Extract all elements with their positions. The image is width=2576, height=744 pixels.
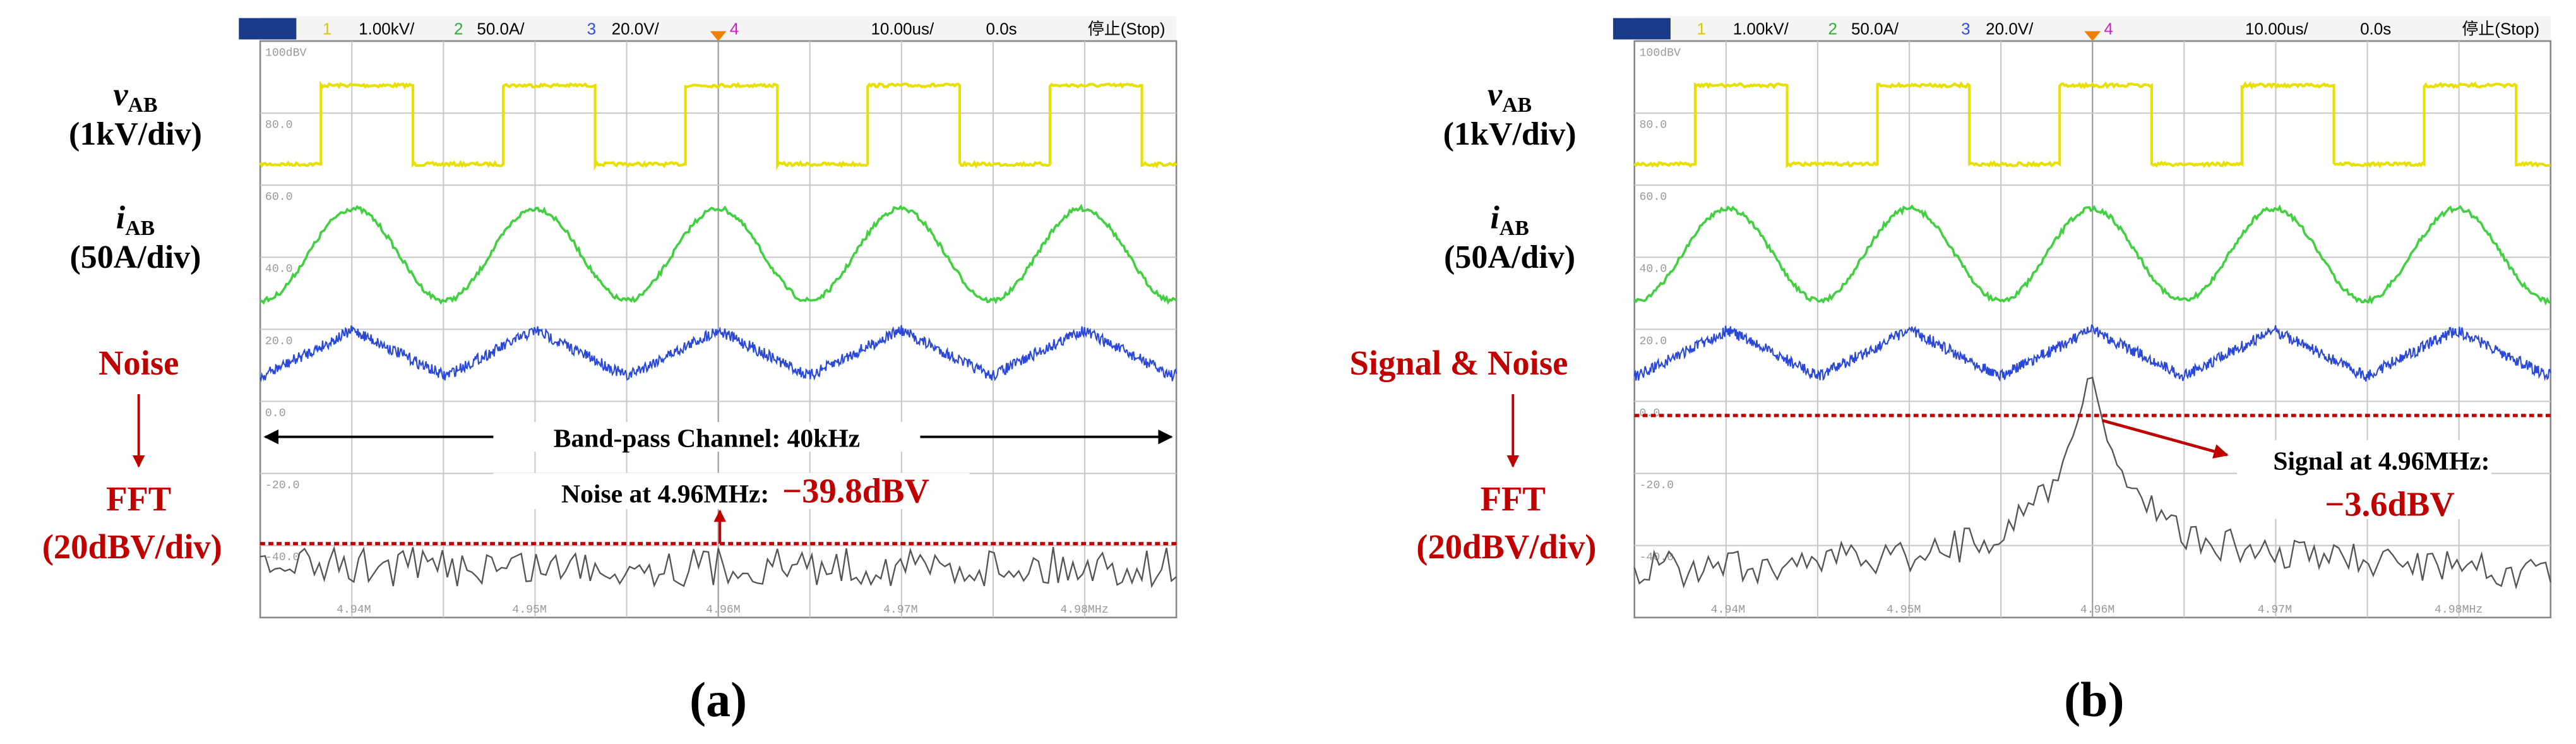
freq-label: 4.97M [883, 604, 918, 616]
status-ch4: 4 [2104, 20, 2113, 39]
status-delay: 0.0s [986, 20, 1017, 39]
measure-bg [2237, 440, 2492, 519]
freq-label: 4.94M [1711, 604, 1746, 616]
grid-label: 40.0 [265, 263, 293, 276]
freq-label: 4.96M [2080, 604, 2115, 616]
measure-bg [493, 472, 970, 510]
status-ch1-scale: 1.00kV/ [359, 20, 415, 39]
grid-label: -40.0 [265, 551, 300, 564]
channel-scale: (1kV/div) [69, 116, 202, 152]
measure-value: −39.8dBV [782, 472, 929, 510]
band-label: Band-pass Channel: 40kHz [554, 423, 860, 452]
freq-label: 4.98MHz [1060, 604, 1108, 616]
channel-scale: (50A/div) [69, 239, 201, 275]
subscript: AB [128, 93, 158, 117]
status-ch1: 1 [323, 20, 331, 39]
scope-panel: 1 1.00kV/2 50.0A/3 20.0V/4 10.00us/0.0s 停止(St… [1350, 16, 2552, 727]
caption: (a) [689, 672, 747, 727]
grid-label: 80.0 [265, 119, 293, 132]
grid-label: 100dBV [265, 47, 307, 59]
grid-label: 80.0 [1639, 119, 1667, 132]
waveform-vab [259, 81, 1178, 171]
grid-label: 20.0 [265, 335, 293, 348]
status-ch2: 2 [1828, 20, 1837, 39]
channel-symbol: vAB [1488, 76, 1532, 116]
symbol: i [116, 200, 126, 236]
freq-label: 4.95M [512, 604, 547, 616]
status-ch2-scale: 50.0A/ [477, 20, 525, 39]
status-timebase: 10.00us/ [2245, 20, 2309, 39]
noise-label: Signal & Noise [1350, 344, 1568, 382]
fft-scale: (20dBV/div) [1416, 527, 1596, 566]
freq-label: 4.95M [1887, 604, 1921, 616]
grid-label: 60.0 [265, 191, 293, 204]
waveform-vab [1633, 81, 2551, 169]
fft-scale: (20dBV/div) [42, 527, 222, 566]
fft-label: FFT [106, 480, 171, 519]
caption: (b) [2064, 672, 2124, 727]
waveform-iab [1633, 204, 2551, 306]
subscript: AB [1502, 93, 1532, 117]
noise-label: Noise [98, 344, 179, 382]
grid-label: 0.0 [1639, 407, 1660, 420]
status-ch2-scale: 50.0A/ [1851, 20, 1899, 39]
status-badge [1613, 18, 1671, 40]
trigger-marker [2084, 31, 2101, 42]
channel-symbol: iAB [116, 200, 155, 239]
freq-label: 4.94M [337, 604, 371, 616]
status-timebase: 10.00us/ [871, 20, 934, 39]
status-ch2: 2 [454, 20, 463, 39]
measure-arrow [2102, 419, 2229, 459]
status-ch1-scale: 1.00kV/ [1733, 20, 1789, 39]
grid-label: -20.0 [1639, 479, 1674, 492]
grid-label: 40.0 [1639, 263, 1667, 276]
scope-panel: 1 1.00kV/2 50.0A/3 20.0V/4 10.00us/0.0s 停止(St… [42, 16, 1178, 727]
grid-label: 20.0 [1639, 335, 1667, 348]
status-ch4: 4 [730, 20, 739, 39]
grid-label: 100dBV [1639, 47, 1681, 59]
channel-scale: (1kV/div) [1443, 116, 1577, 152]
channel-symbol: iAB [1490, 200, 1529, 239]
waveform-noise [259, 325, 1178, 382]
symbol: i [1490, 200, 1500, 236]
fft-trace [259, 545, 1177, 589]
channel-symbol: vAB [113, 76, 157, 116]
subscript: AB [125, 217, 155, 240]
grid-label: 60.0 [1639, 191, 1667, 204]
grid-label: 0.0 [265, 407, 286, 420]
trigger-marker [710, 31, 727, 42]
fft-label: FFT [1481, 480, 1546, 519]
status-state: 停止(Stop) [1088, 20, 1166, 39]
waveform-iab [259, 203, 1178, 305]
channel-scale: (50A/div) [1444, 239, 1575, 275]
grid-label: -20.0 [265, 479, 300, 492]
subscript: AB [1500, 217, 1529, 240]
band-label-bg [493, 422, 917, 452]
measure-label: Noise at 4.96MHz: [561, 479, 769, 508]
status-ch3-scale: 20.0V/ [1986, 20, 2034, 39]
measure-label: Signal at 4.96MHz: [2273, 447, 2490, 476]
measure-value: −3.6dBV [2325, 485, 2455, 524]
freq-label: 4.96M [706, 604, 741, 616]
symbol: v [1488, 76, 1503, 112]
freq-label: 4.98MHz [2435, 604, 2483, 616]
waveform-noise [1633, 324, 2551, 382]
status-ch3-scale: 20.0V/ [612, 20, 660, 39]
status-ch3: 3 [1961, 20, 1970, 39]
fft-trace [1633, 376, 2551, 590]
status-state: 停止(Stop) [2462, 20, 2539, 39]
status-delay: 0.0s [2360, 20, 2391, 39]
symbol: v [113, 76, 128, 112]
status-ch1: 1 [1697, 20, 1706, 39]
status-ch3: 3 [587, 20, 596, 39]
freq-label: 4.97M [2258, 604, 2293, 616]
status-badge [239, 18, 297, 40]
